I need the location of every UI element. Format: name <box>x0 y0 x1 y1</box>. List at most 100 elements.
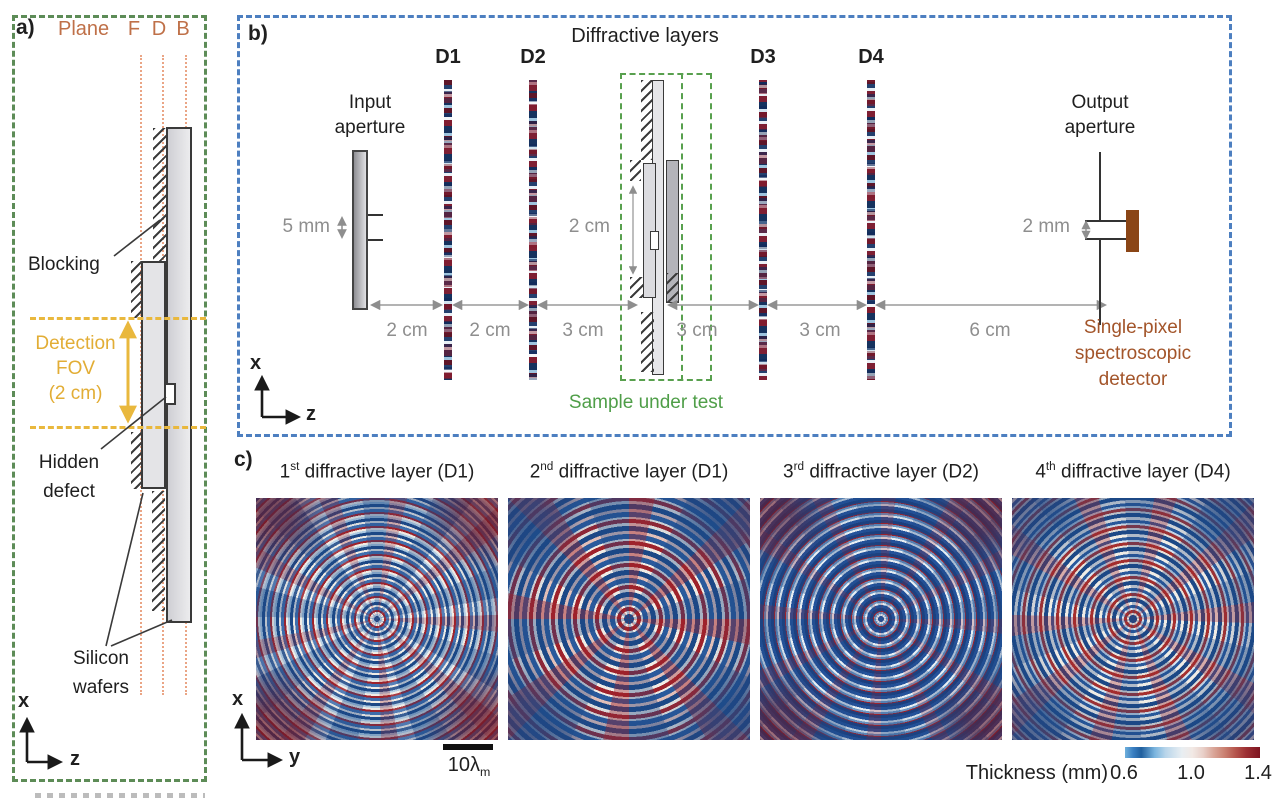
hidden-defect-line-1: Hidden <box>38 452 100 473</box>
caption-1-sup: st <box>290 460 300 473</box>
diffractive-layer-d3-strip <box>759 80 767 380</box>
axis-c-y-label: y <box>289 746 301 768</box>
blocking-hatch-top <box>153 128 166 262</box>
diffractive-layers-title: Diffractive layers <box>571 25 719 47</box>
sample-hatch-left-low <box>630 277 643 298</box>
sample-hatch-left <box>630 160 641 181</box>
caption-2-ord: 2 <box>529 461 541 483</box>
caption-2-sup: nd <box>540 460 554 473</box>
detector-line-3: detector <box>1098 369 1168 390</box>
thickness-map-4 <box>1012 498 1254 740</box>
silicon-wafers-line-2: wafers <box>73 677 129 698</box>
output-aperture-size: 2 mm <box>1022 216 1071 237</box>
sample-hidden-defect-rect <box>650 231 659 250</box>
fov-line-3: (2 cm) <box>48 383 103 404</box>
distance-label-5: 3 cm <box>799 320 841 341</box>
colorbar-title: Thickness (mm) <box>965 762 1108 784</box>
colorbar-tick-min: 0.6 <box>1110 762 1138 784</box>
plane-letter-b: B <box>176 18 190 40</box>
sample-fov-size: 2 cm <box>568 216 610 237</box>
input-aperture-bar <box>352 150 368 310</box>
fov-dash-top <box>30 317 206 320</box>
sample-hatch-right <box>666 273 679 302</box>
caption-map-1: 1st diffractive layer (D1) <box>256 460 498 483</box>
axis-a-x-label: x <box>18 690 30 712</box>
hidden-defect-rect <box>164 383 176 405</box>
colorbar-tick-max: 1.4 <box>1244 762 1272 784</box>
panel-b-label: b) <box>248 22 268 45</box>
thickness-map-1 <box>256 498 498 740</box>
panel-c-label: c) <box>234 448 253 471</box>
blocking-hatch-bottom <box>152 491 165 611</box>
thickness-map-2 <box>508 498 750 740</box>
caption-3-rest: diffractive layer (D2) <box>804 461 979 483</box>
caption-map-2: 2nd diffractive layer (D1) <box>508 460 750 483</box>
scalebar-label: 10λm <box>438 754 500 779</box>
distance-label-3: 3 cm <box>562 320 604 341</box>
layer-label-d4: D4 <box>858 46 884 68</box>
scale-bar <box>443 744 493 750</box>
diffractive-layer-d1-strip <box>444 80 452 380</box>
caption-3-ord: 3 <box>783 461 794 483</box>
axis-a-z-label: z <box>70 748 80 770</box>
caption-3-sup: rd <box>793 460 805 473</box>
sample-under-test-label: Sample under test <box>568 392 724 413</box>
fov-line-2: FOV <box>55 358 96 379</box>
input-aperture-line-2: aperture <box>334 117 406 138</box>
panel-b-border <box>237 15 1232 437</box>
silicon-wafer-front <box>141 261 166 489</box>
input-aperture-size: 5 mm <box>282 216 331 237</box>
sample-hatch-bottom <box>641 312 654 372</box>
detector-line-2: spectroscopic <box>1074 343 1192 364</box>
layer-label-d1: D1 <box>435 46 461 68</box>
colorbar-tick-mid: 1.0 <box>1177 762 1205 784</box>
output-aperture-line-2: aperture <box>1064 117 1136 138</box>
silicon-wafer-back <box>166 127 192 623</box>
caption-map-4: 4th diffractive layer (D4) <box>1012 460 1254 483</box>
scalebar-subscript: m <box>479 765 491 779</box>
panel-a-border <box>12 15 207 782</box>
caption-4-ord: 4 <box>1035 461 1046 483</box>
caption-1-ord: 1 <box>279 461 291 483</box>
plane-letter-f: F <box>127 18 141 40</box>
distance-label-4: 3 cm <box>676 320 718 341</box>
panel-a-label: a) <box>16 16 35 39</box>
cropped-caption-fragment <box>35 793 205 798</box>
distance-label-2: 2 cm <box>469 320 511 341</box>
caption-4-sup: th <box>1045 460 1056 473</box>
diffractive-layer-d2-strip <box>529 80 537 380</box>
layer-label-d3: D3 <box>750 46 776 68</box>
caption-1-rest: diffractive layer (D1) <box>299 461 475 483</box>
fov-dash-bottom <box>30 426 206 429</box>
silicon-wafers-line-1: Silicon <box>73 648 129 669</box>
plane-word: Plane <box>58 18 110 40</box>
output-aperture-line-1: Output <box>1071 92 1129 113</box>
blocking-hatch-mid <box>131 261 141 318</box>
thickness-colorbar <box>1125 747 1260 758</box>
diffractive-layer-d4-strip <box>867 80 875 380</box>
caption-4-rest: diffractive layer (D4) <box>1055 461 1231 483</box>
sample-box-inner-line <box>681 73 683 381</box>
sample-under-test-box <box>620 73 712 381</box>
blocking-label: Blocking <box>28 254 100 275</box>
distance-label-1: 2 cm <box>386 320 428 341</box>
plane-letter-d: D <box>151 18 167 40</box>
scalebar-value: 10λ <box>447 754 480 776</box>
axis-c-x-label: x <box>232 688 244 710</box>
blocking-hatch-low <box>131 432 141 489</box>
caption-2-rest: diffractive layer (D1) <box>553 461 729 483</box>
layer-label-d2: D2 <box>520 46 546 68</box>
axis-b-z-label: z <box>306 403 316 425</box>
detector-rect <box>1126 210 1139 252</box>
hidden-defect-line-2: defect <box>43 481 95 502</box>
axis-b-x-label: x <box>250 352 262 374</box>
distance-label-6: 6 cm <box>969 320 1011 341</box>
sample-hatch-top <box>641 80 652 160</box>
fov-line-1: Detection <box>35 333 116 354</box>
sample-wafer-front <box>643 163 656 298</box>
input-aperture-line-1: Input <box>348 92 392 113</box>
caption-map-3: 3rd diffractive layer (D2) <box>760 460 1002 483</box>
thickness-map-3 <box>760 498 1002 740</box>
detector-line-1: Single-pixel <box>1083 317 1183 338</box>
